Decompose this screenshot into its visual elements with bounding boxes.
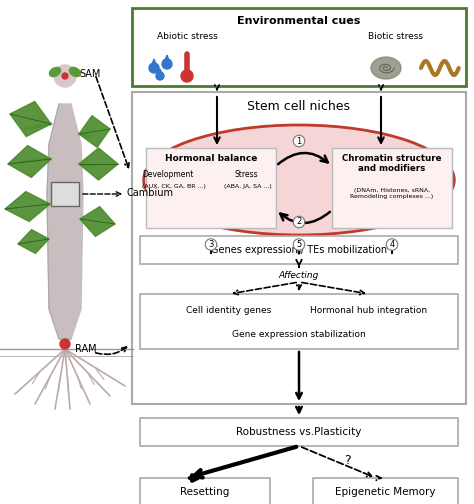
Polygon shape bbox=[80, 207, 115, 236]
Circle shape bbox=[156, 72, 164, 80]
Text: Abiotic stress: Abiotic stress bbox=[156, 32, 218, 41]
Text: RAM: RAM bbox=[75, 344, 97, 354]
Polygon shape bbox=[79, 116, 110, 147]
Text: Robustness vs.Plasticity: Robustness vs.Plasticity bbox=[237, 427, 362, 437]
Polygon shape bbox=[157, 69, 163, 75]
Text: (DNAm, Histones, sRNA,
Remodeling complexes ...): (DNAm, Histones, sRNA, Remodeling comple… bbox=[350, 188, 434, 199]
Circle shape bbox=[60, 339, 70, 349]
Text: 5: 5 bbox=[296, 240, 301, 249]
Polygon shape bbox=[164, 55, 170, 63]
Text: Genes expression / TEs mobilization: Genes expression / TEs mobilization bbox=[211, 245, 387, 255]
Text: 3: 3 bbox=[208, 240, 214, 249]
Ellipse shape bbox=[54, 65, 76, 87]
Bar bbox=[140, 294, 458, 349]
Circle shape bbox=[181, 70, 193, 82]
Text: ?: ? bbox=[344, 454, 351, 467]
Text: Hormonal balance: Hormonal balance bbox=[165, 154, 257, 163]
Text: SAM: SAM bbox=[79, 69, 100, 79]
Polygon shape bbox=[5, 192, 50, 221]
Ellipse shape bbox=[69, 68, 81, 77]
Polygon shape bbox=[10, 101, 51, 137]
Text: (ABA, JA, SA ...): (ABA, JA, SA ...) bbox=[224, 184, 272, 189]
Text: Development: Development bbox=[142, 170, 194, 179]
Bar bbox=[51, 182, 79, 206]
Polygon shape bbox=[47, 104, 83, 339]
Bar bbox=[332, 148, 452, 228]
Circle shape bbox=[162, 59, 172, 69]
Text: Epigenetic Memory: Epigenetic Memory bbox=[335, 487, 436, 497]
Polygon shape bbox=[18, 230, 49, 254]
Text: Stem cell niches: Stem cell niches bbox=[247, 100, 350, 113]
Polygon shape bbox=[8, 146, 51, 177]
Ellipse shape bbox=[144, 125, 454, 235]
Bar bbox=[132, 92, 466, 404]
Text: 4: 4 bbox=[389, 240, 395, 249]
Text: Resetting: Resetting bbox=[180, 487, 230, 497]
Text: (AUX, CK, GA, BR ...): (AUX, CK, GA, BR ...) bbox=[142, 184, 206, 189]
Text: Affecting: Affecting bbox=[279, 272, 319, 281]
Ellipse shape bbox=[49, 68, 61, 77]
Polygon shape bbox=[79, 148, 118, 180]
Text: Cambium: Cambium bbox=[127, 188, 174, 198]
Text: 1: 1 bbox=[296, 137, 301, 146]
Bar bbox=[313, 478, 458, 504]
Text: Biotic stress: Biotic stress bbox=[368, 32, 423, 41]
Text: Hormonal hub integration: Hormonal hub integration bbox=[310, 306, 428, 315]
Circle shape bbox=[62, 73, 68, 79]
Polygon shape bbox=[151, 59, 157, 67]
Bar bbox=[132, 8, 466, 86]
Text: Environmental cues: Environmental cues bbox=[237, 16, 361, 26]
Bar bbox=[140, 418, 458, 446]
Bar bbox=[146, 148, 276, 228]
Text: Gene expression stabilization: Gene expression stabilization bbox=[232, 330, 366, 339]
Bar bbox=[140, 478, 270, 504]
Circle shape bbox=[149, 63, 159, 73]
Text: Chromatin structure
and modifiers: Chromatin structure and modifiers bbox=[342, 154, 442, 173]
Text: Cell identity genes: Cell identity genes bbox=[186, 306, 272, 315]
Text: Stress: Stress bbox=[234, 170, 258, 179]
Text: 2: 2 bbox=[296, 218, 301, 226]
Bar bbox=[140, 236, 458, 264]
Ellipse shape bbox=[371, 57, 401, 79]
